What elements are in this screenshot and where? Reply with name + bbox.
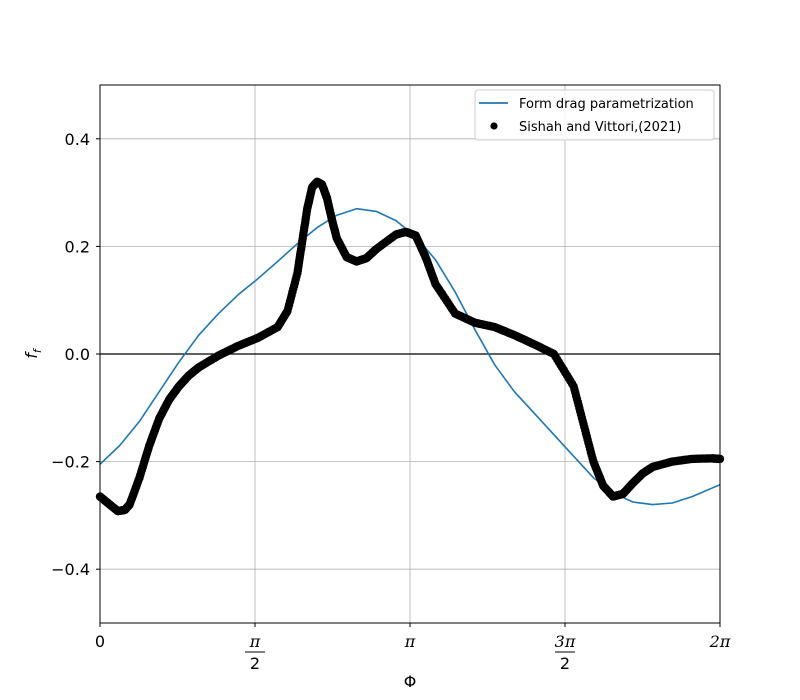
series-layer	[95, 177, 725, 516]
legend-label: Sishah and Vittori,(2021)	[519, 120, 682, 135]
legend-dot-swatch	[490, 122, 498, 130]
x-tick-label: π	[404, 632, 416, 651]
y-tick-label: 0.4	[65, 130, 90, 149]
x-axis-label: Φ	[404, 672, 417, 691]
y-tick-label: 0.0	[65, 345, 90, 364]
x-tick-label-numerator: π	[249, 632, 261, 651]
y-axis-label: ff	[22, 347, 44, 359]
x-tick-label-denominator: 2	[250, 654, 260, 673]
legend-label: Form drag parametrization	[519, 97, 694, 112]
y-axis-label-main: f	[22, 351, 41, 359]
y-tick-label: −0.4	[51, 560, 90, 579]
x-tick-label-denominator: 2	[560, 654, 570, 673]
x-tick-label: 0	[95, 632, 105, 651]
legend: Form drag parametrization Sishah and Vitt…	[474, 89, 715, 141]
y-axis-label-sub: f	[31, 347, 44, 353]
y-tick-label: 0.2	[65, 237, 90, 256]
series-scatter-sishah-vittori	[95, 177, 725, 516]
legend-box	[474, 89, 715, 141]
x-tick-label-numerator: 3π	[555, 632, 576, 651]
x-tick-label: 2π	[709, 632, 731, 651]
y-tick-label: −0.2	[51, 453, 90, 472]
